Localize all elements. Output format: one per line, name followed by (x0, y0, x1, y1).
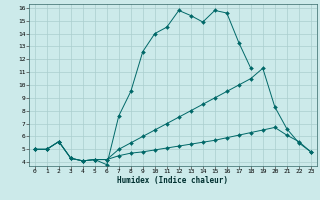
X-axis label: Humidex (Indice chaleur): Humidex (Indice chaleur) (117, 176, 228, 185)
